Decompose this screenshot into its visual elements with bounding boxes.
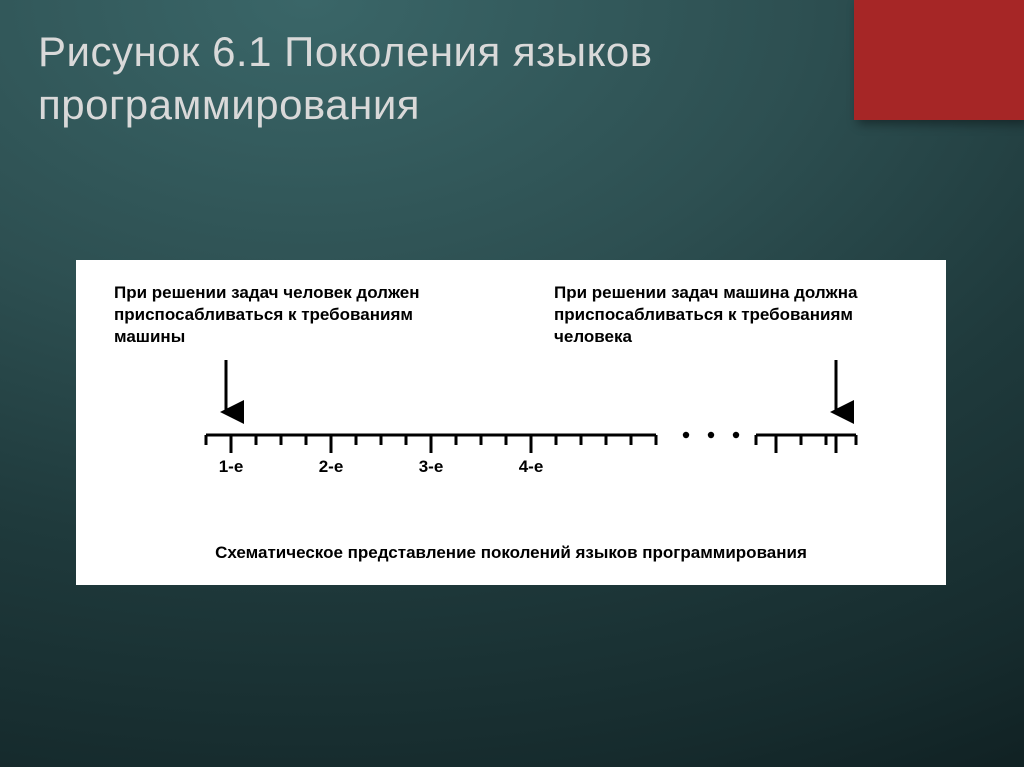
figure-caption: Схематическое представление поколений яз…	[76, 543, 946, 563]
left-annotation: При решении задач человек должен приспос…	[114, 282, 474, 348]
slide-title: Рисунок 6.1 Поколения языков программиро…	[38, 26, 798, 131]
svg-text:2-е: 2-е	[319, 457, 344, 476]
right-annotation: При решении задач машина должна приспоса…	[554, 282, 914, 348]
generations-axis-diagram: 1-е 2-е 3-е 4-е	[76, 360, 946, 530]
svg-text:4-е: 4-е	[519, 457, 544, 476]
svg-text:1-е: 1-е	[219, 457, 244, 476]
accent-block	[854, 0, 1024, 120]
figure-panel: При решении задач человек должен приспос…	[76, 260, 946, 585]
svg-text:3-е: 3-е	[419, 457, 444, 476]
